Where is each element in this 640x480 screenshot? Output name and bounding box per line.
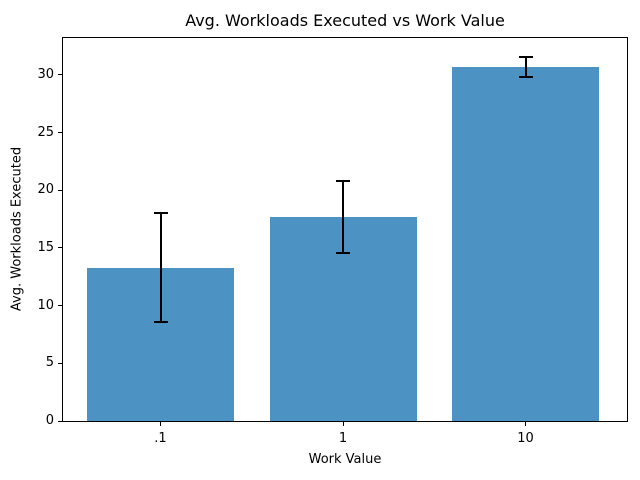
plot-area: 0 5 10 15 20 25 30 .1 1 10 xyxy=(37,37,628,446)
x-tick-label: .1 xyxy=(154,431,167,446)
error-cap-bottom-10 xyxy=(518,75,533,78)
y-tick-label: 25 xyxy=(37,124,54,140)
error-cap-bottom-.1 xyxy=(153,320,168,323)
y-tick-label: 15 xyxy=(37,239,54,255)
y-tick-mark xyxy=(58,362,63,364)
x-tick-label: 1 xyxy=(338,431,348,446)
error-cap-top-1 xyxy=(336,180,350,183)
y-tick-label: 0 xyxy=(45,413,54,428)
y-tick-mark xyxy=(58,420,63,422)
y-tick-mark xyxy=(58,132,63,134)
error-bar-10 xyxy=(524,57,527,77)
error-bar-.1 xyxy=(159,213,162,322)
x-tick-mark xyxy=(525,421,526,426)
y-tick-mark xyxy=(58,189,63,191)
x-axis-label: Work Value xyxy=(308,452,382,467)
x-tick-mark xyxy=(342,421,344,426)
x-tick-mark xyxy=(160,421,161,426)
y-tick-mark xyxy=(58,305,63,307)
error-bar-1 xyxy=(342,181,344,253)
error-cap-top-.1 xyxy=(153,212,168,215)
chart-title: Avg. Workloads Executed vs Work Value xyxy=(185,11,505,30)
error-cap-top-10 xyxy=(518,56,533,59)
y-axis-label: Avg. Workloads Executed xyxy=(9,146,25,312)
y-tick-label: 5 xyxy=(45,355,54,371)
y-tick-label: 20 xyxy=(37,182,54,198)
bar-10 xyxy=(452,66,599,421)
y-tick-mark xyxy=(58,74,63,76)
y-tick-mark xyxy=(58,247,63,249)
y-tick-label: 30 xyxy=(37,66,54,82)
y-tick-label: 10 xyxy=(37,297,54,313)
x-tick-label: 10 xyxy=(517,431,534,446)
error-cap-bottom-1 xyxy=(336,251,350,254)
